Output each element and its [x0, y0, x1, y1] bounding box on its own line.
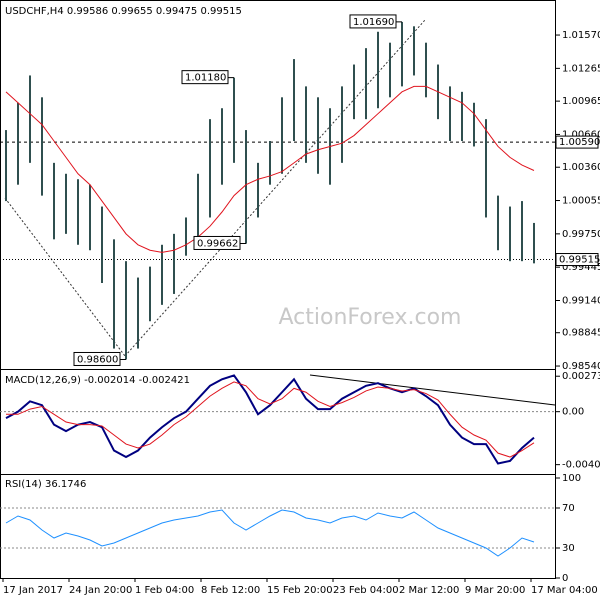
annotation-label: 1.01690 [353, 17, 394, 28]
macd-trend-line [309, 374, 556, 406]
y-tick-label: 30 [562, 543, 575, 554]
annotation-label: 0.99662 [197, 238, 238, 249]
header: USDCHF,H4 0.99586 0.99655 0.99475 0.9951… [5, 6, 242, 17]
y-tick-label: -0.004088 [562, 460, 600, 471]
x-tick-label: 23 Feb 04:00 [333, 585, 399, 596]
macd-line [5, 374, 535, 465]
y-tick-label: 0.00 [562, 407, 584, 418]
y-tick-label: 1.00055 [562, 196, 600, 207]
x-tick-label: 24 Jan 20:00 [69, 585, 132, 596]
y-tick-label: 0.99750 [562, 229, 600, 240]
x-tick-label: 17 Jan 2017 [3, 585, 63, 596]
y-tick-label: 0.98845 [562, 328, 600, 339]
y-tick-label: 1.01265 [562, 63, 600, 74]
level-box [555, 135, 599, 149]
trend-line [4, 197, 126, 357]
y-tick-label: 0.99445 [562, 262, 600, 273]
x-tick-label: 15 Feb 20:00 [267, 585, 333, 596]
rsi-line [5, 509, 535, 557]
y-tick-label: 1.01570 [562, 30, 600, 41]
trend-line [124, 19, 426, 357]
watermark: ActionForex.com [279, 305, 462, 330]
macd-title: MACD(12,26,9) -0.002014 -0.002421 [5, 375, 190, 386]
annotation-box [349, 14, 397, 29]
y-tick-label: 100 [562, 473, 581, 484]
annotation-label: 1.01180 [185, 73, 226, 84]
x-tick-label: 17 Mar 04:00 [531, 585, 598, 596]
level-box [555, 253, 599, 267]
y-tick-label: 1.00660 [562, 129, 600, 140]
y-tick-label: 70 [562, 503, 575, 514]
annotation-box [181, 70, 229, 85]
y-tick-label: 0.98540 [562, 361, 600, 372]
frame [0, 0, 556, 579]
y-tick-label: 0.002738 [562, 371, 600, 382]
y-tick-label: 1.00360 [562, 162, 600, 173]
level-label: 0.99515 [559, 255, 600, 266]
y-tick-label: 0 [562, 573, 568, 584]
x-tick-label: 1 Feb 04:00 [135, 585, 194, 596]
annotation-label: 0.98600 [77, 354, 118, 365]
level-label: 1.00590 [559, 137, 600, 148]
rsi-title: RSI(14) 36.1746 [5, 479, 86, 490]
y-tick-label: 0.99140 [562, 295, 600, 306]
macd-line [6, 381, 535, 458]
y-tick-label: 1.00965 [562, 96, 600, 107]
x-tick-label: 8 Feb 12:00 [201, 585, 260, 596]
x-tick-label: 2 Mar 12:00 [399, 585, 459, 596]
x-tick-label: 9 Mar 20:00 [465, 585, 525, 596]
annotation-box [73, 351, 121, 366]
moving-average [5, 85, 535, 253]
annotation-box [193, 235, 241, 250]
